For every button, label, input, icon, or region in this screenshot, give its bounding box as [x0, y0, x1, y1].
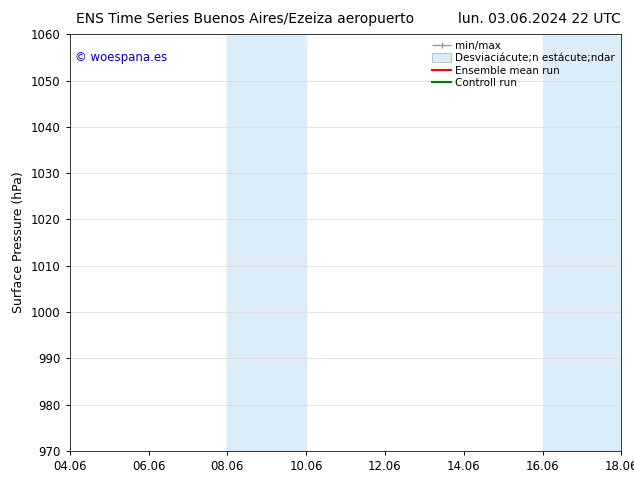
Bar [228, 34, 306, 451]
Text: lun. 03.06.2024 22 UTC: lun. 03.06.2024 22 UTC [458, 12, 621, 26]
Text: ENS Time Series Buenos Aires/Ezeiza aeropuerto: ENS Time Series Buenos Aires/Ezeiza aero… [76, 12, 414, 26]
Y-axis label: Surface Pressure (hPa): Surface Pressure (hPa) [13, 172, 25, 314]
Legend: min/max, Desviaciácute;n estácute;ndar, Ensemble mean run, Controll run: min/max, Desviaciácute;n estácute;ndar, … [428, 36, 619, 93]
Text: © woespana.es: © woespana.es [75, 51, 167, 64]
Bar [543, 34, 621, 451]
